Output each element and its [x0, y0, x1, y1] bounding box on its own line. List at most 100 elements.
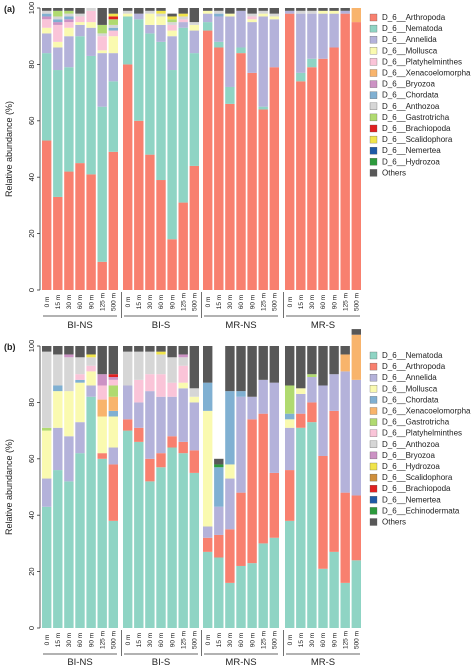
bar-segment: [53, 346, 63, 355]
legend-swatch: [369, 507, 378, 515]
bar-segment: [86, 346, 96, 355]
bar-segment: [64, 19, 74, 23]
bar-segment: [97, 416, 107, 454]
y-tick-label: 80: [27, 60, 36, 68]
x-tick-label: 60 m: [320, 633, 327, 647]
bar-segment: [340, 346, 350, 355]
legend-swatch: [369, 124, 378, 133]
bar-segment: [123, 8, 133, 11]
bar-segment: [64, 346, 74, 355]
legend-label: D_6__Brachiopoda: [382, 484, 451, 493]
bar-segment: [134, 8, 144, 14]
bar-segment: [108, 16, 118, 20]
legend-swatch: [369, 169, 378, 177]
bar-segment: [53, 22, 63, 25]
bar-segment: [329, 346, 339, 375]
bar-segment: [214, 47, 224, 291]
panel-label: (a): [4, 4, 15, 14]
x-tick-label: 15 m: [55, 633, 62, 647]
bar-segment: [340, 354, 350, 372]
bar-segment: [189, 22, 199, 25]
bar-segment: [134, 346, 144, 352]
legend-label: D_6__Annelida: [382, 373, 437, 382]
bar-segment: [225, 478, 235, 530]
bar-segment: [307, 346, 317, 375]
x-tick-label: 60 m: [77, 633, 84, 647]
bar-segment: [108, 379, 118, 386]
bar-segment: [307, 377, 317, 403]
bar-segment: [189, 388, 199, 397]
bar-segment: [269, 13, 279, 17]
bar-segment: [296, 393, 306, 414]
legend: D_6__Arthropoda D_6__Nematoda D_6__Annelid…: [369, 13, 471, 177]
bar-segment: [214, 8, 224, 11]
bar-segment: [75, 379, 85, 383]
legend-swatch: [369, 473, 378, 482]
bar-segment: [145, 351, 155, 375]
bar-segment: [178, 202, 188, 290]
x-tick-label: 15 m: [136, 633, 143, 647]
legend-swatch: [369, 451, 378, 460]
bar-segment: [167, 36, 177, 71]
bar-segment: [285, 427, 295, 471]
bar-segment: [258, 106, 268, 110]
bar-segment: [108, 346, 118, 375]
bar-segment: [285, 385, 295, 414]
bar-segment: [296, 13, 306, 73]
x-tick-label: 0 m: [125, 297, 132, 308]
bar-segment: [189, 396, 199, 403]
bar-segment: [203, 410, 213, 527]
bar-segment: [42, 427, 52, 431]
bar-segment: [178, 27, 188, 203]
bar-segment: [225, 86, 235, 104]
bar-segment: [134, 19, 144, 121]
bar-segment: [318, 455, 328, 569]
x-tick-label: 500 m: [192, 293, 199, 311]
bar-segment: [108, 520, 118, 628]
bar-segment: [53, 196, 63, 290]
bar-segment: [178, 382, 188, 389]
bar-segment: [285, 8, 295, 11]
bar-segment: [42, 33, 52, 54]
bar-segment: [108, 410, 118, 417]
bar-segment: [86, 27, 96, 56]
bar-segment: [236, 492, 246, 566]
bar-segment: [269, 382, 279, 473]
bar-segment: [108, 464, 118, 521]
legend-label: D_6__Gastrotricha: [382, 113, 450, 122]
bar-segment: [145, 154, 155, 290]
bar-segment: [167, 239, 177, 290]
bar-segment: [42, 13, 52, 17]
bar-segment: [53, 24, 63, 42]
bar-segment: [307, 422, 317, 628]
bar-segment: [134, 13, 144, 20]
bar-segment: [156, 24, 166, 42]
bar-segment: [307, 58, 317, 68]
group-label: BI-NS: [67, 657, 92, 668]
bar-segment: [189, 24, 199, 31]
bar-segment: [236, 391, 246, 397]
legend-label: D_6__Echinodermata: [382, 506, 460, 515]
chart-panel-1: (a) 0 20 40 60 80 100 Relative abundance (%) 0 m…: [4, 2, 471, 331]
bar-segment: [178, 19, 188, 23]
bar-segment: [86, 396, 96, 628]
x-tick-label: 500 m: [272, 631, 279, 649]
y-tick-label: 80: [27, 398, 36, 406]
bar-segment: [225, 391, 235, 465]
x-tick-label: 60 m: [158, 633, 165, 647]
bar-segment: [214, 41, 224, 48]
bar-segment: [75, 163, 85, 290]
legend-swatch: [369, 102, 378, 110]
bar-segment: [108, 396, 118, 411]
bar-segment: [64, 13, 74, 17]
bar-segment: [167, 30, 177, 37]
bar-segment: [156, 8, 166, 11]
bar-segment: [108, 385, 118, 397]
x-tick-label: 60 m: [238, 633, 245, 647]
bar-segment: [167, 346, 177, 358]
bar-segment: [285, 10, 295, 14]
bar-segment: [53, 16, 63, 20]
bar-segment: [53, 470, 63, 628]
x-tick-label: 125 m: [99, 293, 106, 311]
bar-segment: [75, 13, 85, 17]
